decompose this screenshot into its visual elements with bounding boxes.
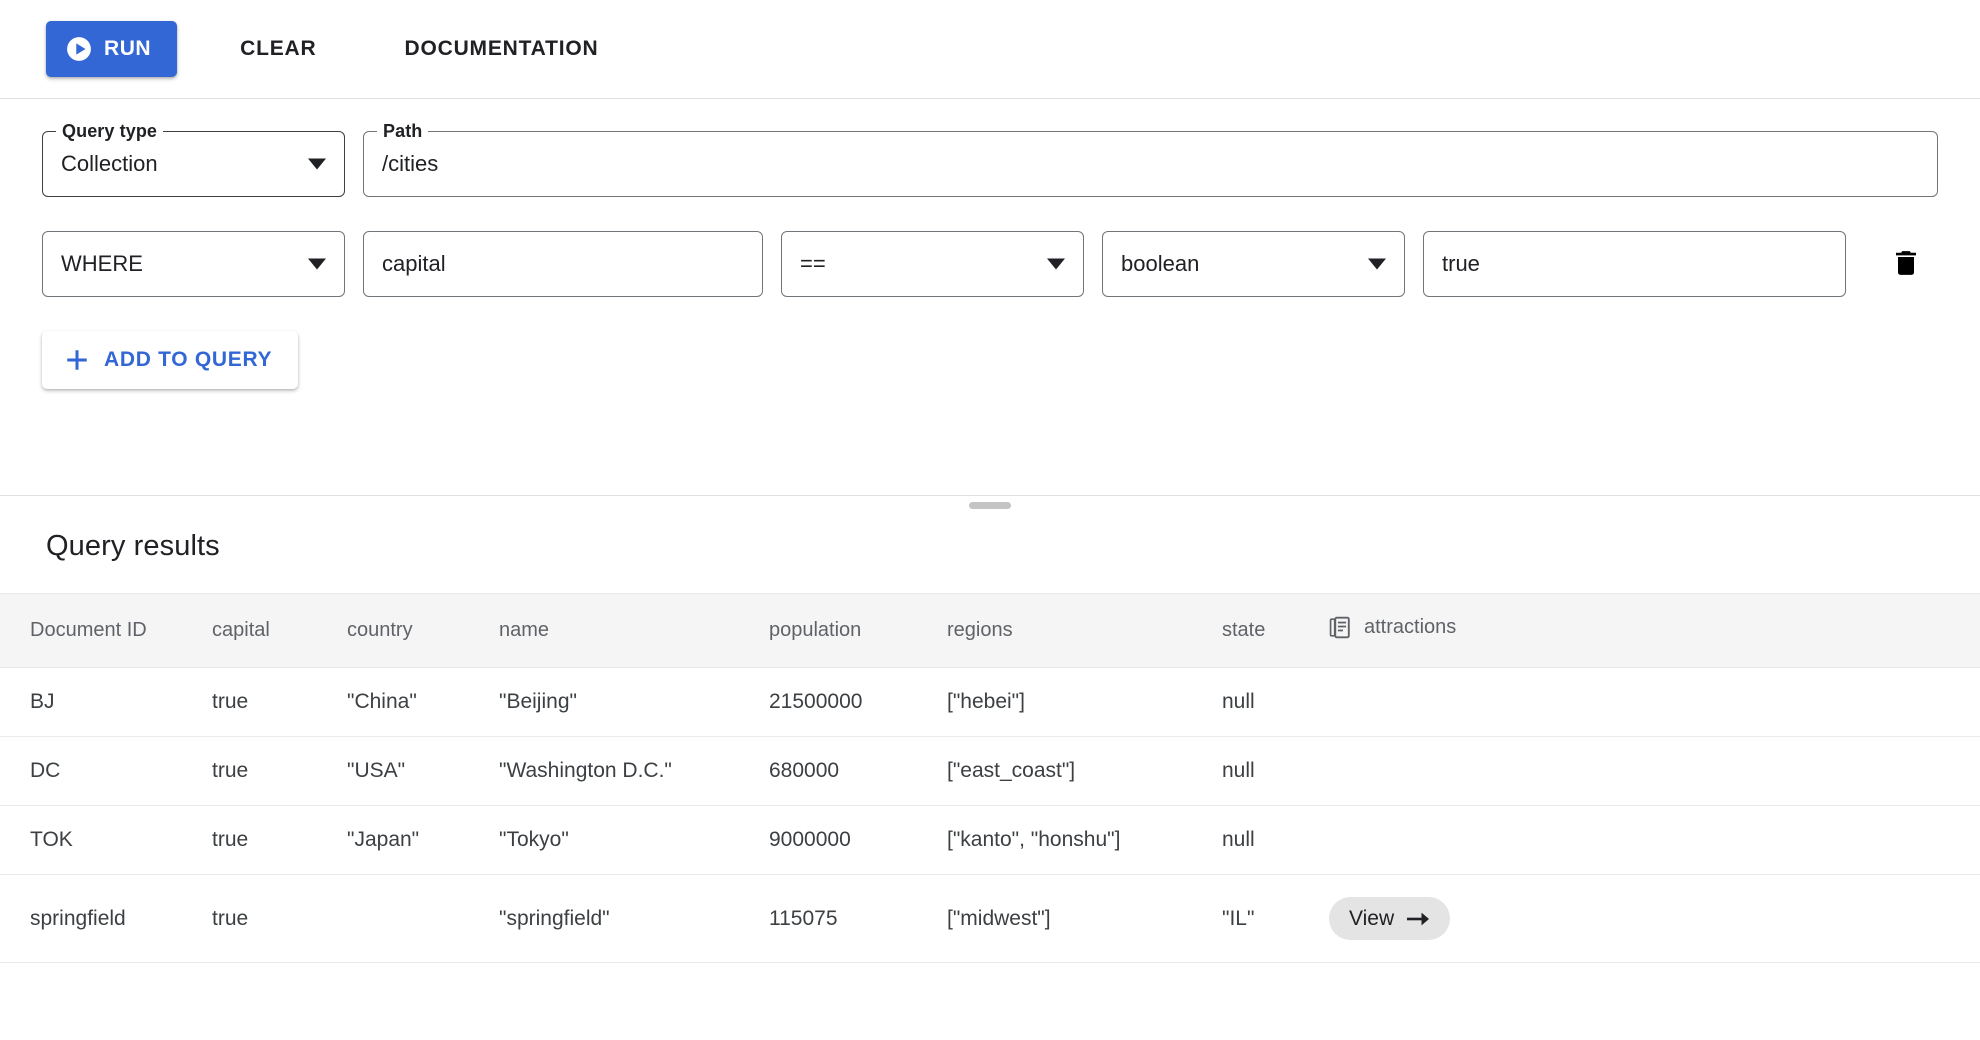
- filter-operator-select[interactable]: ==: [781, 231, 1084, 297]
- column-header-regions[interactable]: regions: [947, 593, 1222, 668]
- cell-attractions: [1329, 736, 1980, 806]
- query-type-value: Collection: [61, 151, 158, 176]
- run-button[interactable]: RUN: [46, 21, 178, 77]
- path-value: /cities: [382, 151, 439, 176]
- query-type-label: Query type: [56, 121, 164, 141]
- documentation-button[interactable]: DOCUMENTATION: [387, 25, 617, 73]
- splitter-handle[interactable]: [969, 502, 1011, 509]
- run-button-label: RUN: [104, 37, 152, 60]
- cell-country: "China": [347, 667, 499, 737]
- cell-country: "USA": [347, 736, 499, 806]
- cell-document-id: TOK: [0, 805, 212, 875]
- query-type-select[interactable]: Query type Collection: [42, 121, 345, 197]
- column-header-attractions-label: attractions: [1364, 616, 1457, 638]
- filter-value-type-value: boolean: [1121, 251, 1200, 276]
- cell-state: null: [1222, 667, 1329, 737]
- cell-state: "IL": [1222, 874, 1329, 963]
- query-source-row: Query type Collection Path /cities: [42, 121, 1938, 197]
- clear-button[interactable]: CLEAR: [222, 25, 334, 73]
- cell-capital: true: [212, 805, 347, 875]
- cell-document-id: DC: [0, 736, 212, 806]
- cell-population: 21500000: [769, 667, 947, 737]
- chevron-down-icon: [308, 158, 326, 170]
- path-label: Path: [377, 121, 429, 141]
- cell-capital: true: [212, 874, 347, 963]
- filter-value-type-select[interactable]: boolean: [1102, 231, 1405, 297]
- cell-state: null: [1222, 805, 1329, 875]
- filter-row: WHERE capital == boolean true: [42, 231, 1938, 297]
- cell-capital: true: [212, 736, 347, 806]
- filter-value-input[interactable]: true: [1423, 231, 1846, 297]
- column-header-document-id[interactable]: Document ID: [0, 593, 212, 668]
- results-table-body: BJ true "China" "Beijing" 21500000 ["heb…: [0, 667, 1980, 963]
- cell-regions: ["midwest"]: [947, 874, 1222, 963]
- table-row[interactable]: springfield true "springfield" 115075 ["…: [0, 874, 1980, 963]
- column-header-state[interactable]: state: [1222, 593, 1329, 668]
- cell-attractions: [1329, 805, 1980, 875]
- cell-population: 115075: [769, 874, 947, 963]
- cell-country: "Japan": [347, 805, 499, 875]
- filter-operator-value: ==: [800, 251, 826, 276]
- column-header-population[interactable]: population: [769, 593, 947, 668]
- add-to-query-label: ADD TO QUERY: [104, 348, 273, 371]
- column-header-capital[interactable]: capital: [212, 593, 347, 668]
- chevron-down-icon: [1368, 258, 1386, 270]
- add-to-query-row: ADD TO QUERY: [42, 331, 1938, 389]
- panel-splitter: [0, 495, 1980, 509]
- cell-name: "Tokyo": [499, 805, 769, 875]
- cell-regions: ["hebei"]: [947, 667, 1222, 737]
- toolbar: RUN CLEAR DOCUMENTATION: [0, 0, 1980, 99]
- results-table: Document ID capital country name populat…: [0, 593, 1980, 963]
- cell-regions: ["east_coast"]: [947, 736, 1222, 806]
- filter-field-value: capital: [382, 251, 446, 276]
- plus-icon: [64, 347, 90, 373]
- column-header-attractions[interactable]: attractions: [1329, 593, 1980, 668]
- table-row[interactable]: BJ true "China" "Beijing" 21500000 ["heb…: [0, 667, 1980, 737]
- cell-regions: ["kanto", "honshu"]: [947, 805, 1222, 875]
- play-icon: [66, 36, 92, 62]
- filter-clause-value: WHERE: [61, 251, 143, 276]
- chevron-down-icon: [308, 258, 326, 270]
- column-header-country[interactable]: country: [347, 593, 499, 668]
- filter-value-value: true: [1442, 251, 1480, 276]
- view-subcollection-button[interactable]: View: [1329, 897, 1451, 940]
- documents-collection-icon: [1329, 615, 1354, 640]
- path-input[interactable]: Path /cities: [363, 121, 1938, 197]
- table-row[interactable]: TOK true "Japan" "Tokyo" 9000000 ["kanto…: [0, 805, 1980, 875]
- cell-document-id: springfield: [0, 874, 212, 963]
- cell-capital: true: [212, 667, 347, 737]
- cell-name: "Beijing": [499, 667, 769, 737]
- table-header-row: Document ID capital country name populat…: [0, 593, 1980, 668]
- cell-attractions: View: [1329, 874, 1980, 963]
- cell-name: "Washington D.C.": [499, 736, 769, 806]
- cell-name: "springfield": [499, 874, 769, 963]
- query-builder: Query type Collection Path /cities WHERE…: [0, 99, 1980, 389]
- cell-country: [347, 874, 499, 963]
- delete-filter-button[interactable]: [1874, 232, 1938, 296]
- table-row[interactable]: DC true "USA" "Washington D.C." 680000 […: [0, 736, 1980, 806]
- filter-field-input[interactable]: capital: [363, 231, 763, 297]
- cell-document-id: BJ: [0, 667, 212, 737]
- results-panel: Query results Document ID capital countr…: [0, 496, 1980, 963]
- filter-clause-select[interactable]: WHERE: [42, 231, 345, 297]
- results-title: Query results: [46, 530, 220, 562]
- cell-population: 680000: [769, 736, 947, 806]
- arrow-right-icon: [1406, 909, 1430, 929]
- add-to-query-button[interactable]: ADD TO QUERY: [42, 331, 299, 389]
- results-table-head: Document ID capital country name populat…: [0, 593, 1980, 668]
- chevron-down-icon: [1047, 258, 1065, 270]
- cell-population: 9000000: [769, 805, 947, 875]
- view-button-label: View: [1349, 906, 1395, 930]
- cell-state: null: [1222, 736, 1329, 806]
- column-header-name[interactable]: name: [499, 593, 769, 668]
- cell-attractions: [1329, 667, 1980, 737]
- trash-icon: [1891, 246, 1921, 283]
